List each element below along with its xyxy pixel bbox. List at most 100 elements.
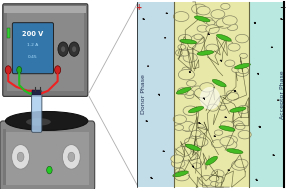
Circle shape [175,125,184,130]
Circle shape [183,126,192,132]
Circle shape [61,46,65,52]
Circle shape [176,146,191,156]
Circle shape [58,42,68,56]
Circle shape [178,34,192,43]
Circle shape [232,160,247,170]
Circle shape [225,117,226,118]
Circle shape [206,44,218,52]
Bar [249,2,284,187]
FancyBboxPatch shape [12,23,53,74]
Circle shape [47,166,52,174]
Ellipse shape [230,107,246,112]
Circle shape [194,88,210,98]
Circle shape [191,130,201,137]
Circle shape [68,152,75,162]
Text: −: − [279,3,286,12]
Circle shape [234,121,243,127]
Circle shape [200,83,214,92]
Text: 0.45: 0.45 [28,55,38,59]
Circle shape [62,145,80,169]
Circle shape [12,145,29,169]
Circle shape [238,130,251,139]
Ellipse shape [176,87,191,94]
Circle shape [203,17,213,24]
Circle shape [220,121,234,129]
Circle shape [206,25,219,33]
Ellipse shape [217,34,231,41]
Circle shape [151,177,152,178]
Circle shape [189,123,205,133]
Circle shape [178,88,188,94]
Bar [3,129,6,185]
Circle shape [163,151,164,152]
Circle shape [192,4,207,14]
Circle shape [211,140,224,148]
Circle shape [271,47,272,48]
Circle shape [164,37,166,38]
Circle shape [214,130,223,135]
Circle shape [17,67,22,73]
Circle shape [214,22,222,27]
Circle shape [181,151,196,161]
Circle shape [173,12,189,22]
Ellipse shape [180,39,197,44]
Circle shape [189,136,202,144]
Circle shape [257,73,258,74]
Circle shape [178,44,186,50]
Circle shape [158,94,159,95]
Bar [32,90,41,94]
Ellipse shape [188,106,204,113]
Circle shape [240,53,247,58]
Circle shape [230,92,238,98]
Circle shape [209,175,219,182]
Circle shape [207,104,218,111]
Ellipse shape [219,126,235,131]
Circle shape [225,60,235,67]
FancyBboxPatch shape [0,121,95,189]
Circle shape [238,67,248,74]
Circle shape [207,20,215,25]
Text: 200 V: 200 V [22,31,44,37]
Bar [7,28,10,38]
Circle shape [223,16,237,25]
Circle shape [171,159,185,168]
Circle shape [183,106,198,115]
Ellipse shape [6,112,88,130]
Circle shape [256,179,257,180]
FancyBboxPatch shape [32,91,42,132]
Circle shape [189,71,190,72]
Circle shape [194,34,202,40]
Circle shape [188,140,201,148]
Circle shape [147,66,149,67]
Ellipse shape [173,171,188,177]
Circle shape [224,136,237,144]
Circle shape [228,43,240,51]
Circle shape [182,67,191,73]
Circle shape [199,122,200,123]
Text: 1.2 A: 1.2 A [27,43,39,47]
Circle shape [191,35,205,44]
Circle shape [212,170,224,178]
Circle shape [180,121,195,131]
Circle shape [185,90,194,95]
Circle shape [220,60,221,61]
Ellipse shape [227,149,243,154]
Circle shape [173,115,187,124]
Circle shape [197,6,210,15]
Circle shape [17,152,24,162]
Circle shape [223,140,237,149]
Circle shape [235,123,245,130]
Ellipse shape [197,51,214,55]
Circle shape [185,93,194,99]
Bar [137,2,174,187]
Circle shape [221,3,230,9]
Circle shape [197,25,208,32]
Circle shape [174,171,190,181]
Circle shape [191,86,204,95]
Ellipse shape [185,144,201,151]
Circle shape [183,53,197,62]
Circle shape [180,50,189,56]
Ellipse shape [194,16,210,22]
Circle shape [69,42,79,56]
Circle shape [259,126,260,127]
